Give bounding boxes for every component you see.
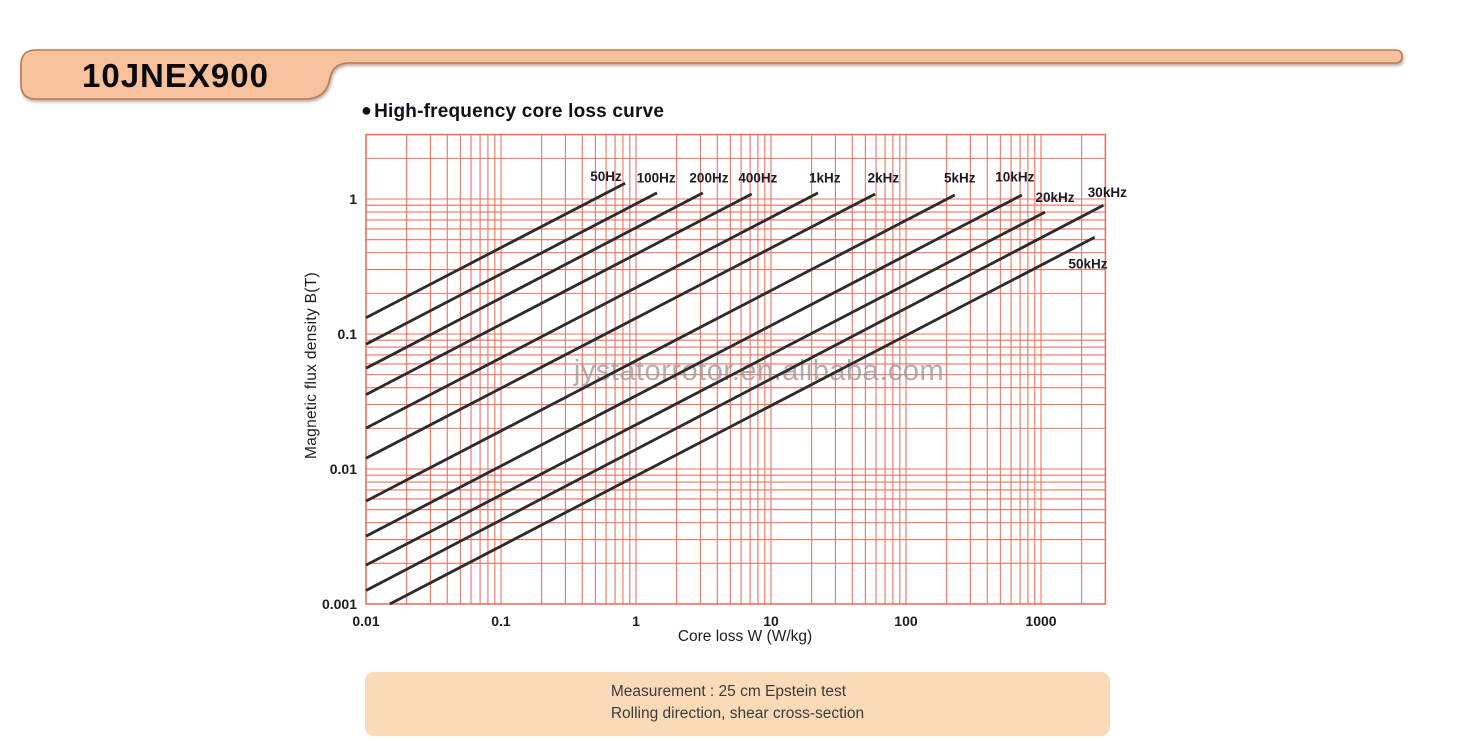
curve-label-200hz: 200Hz bbox=[689, 171, 728, 186]
curve-50hz bbox=[365, 181, 626, 319]
curve-30khz bbox=[365, 203, 1105, 592]
curve-100hz bbox=[365, 191, 658, 346]
x-tick-label: 1000 bbox=[1025, 613, 1056, 629]
x-tick-label: 0.01 bbox=[352, 613, 379, 629]
curve-label-50khz: 50kHz bbox=[1068, 257, 1107, 272]
y-tick-label: 0.01 bbox=[330, 461, 357, 477]
curve-label-5khz: 5kHz bbox=[944, 171, 976, 186]
y-tick-label: 0.001 bbox=[322, 596, 357, 612]
curve-label-2khz: 2kHz bbox=[868, 171, 900, 186]
y-tick-label: 1 bbox=[349, 191, 357, 207]
x-tick-label: 10 bbox=[763, 613, 779, 629]
x-axis-title: Core loss W (W/kg) bbox=[677, 628, 813, 645]
y-tick-label: 0.1 bbox=[338, 326, 358, 342]
curve-label-100hz: 100Hz bbox=[637, 171, 676, 186]
measurement-note-line1: Measurement : 25 cm Epstein test bbox=[610, 683, 847, 700]
curve-label-20khz: 20kHz bbox=[1035, 190, 1074, 205]
curve-label-30khz: 30kHz bbox=[1088, 185, 1127, 200]
x-tick-label: 0.1 bbox=[491, 613, 511, 629]
figure-title: ● High-frequency core loss curve bbox=[361, 100, 665, 123]
header-tab-path bbox=[20, 49, 1403, 100]
curve-label-10khz: 10kHz bbox=[995, 170, 1034, 185]
curve-label-1khz: 1kHz bbox=[809, 171, 841, 186]
curve-5khz bbox=[365, 193, 956, 503]
curve-2khz bbox=[365, 192, 876, 460]
curve-400hz bbox=[365, 192, 753, 396]
figure-title-text: High-frequency core loss curve bbox=[374, 101, 665, 122]
header-tab-shape bbox=[20, 49, 1403, 100]
curve-label-400hz: 400Hz bbox=[738, 171, 777, 186]
x-tick-label: 1 bbox=[632, 613, 640, 629]
curve-50khz bbox=[389, 236, 1096, 606]
y-axis-title: Magnetic flux density B(T) bbox=[303, 272, 320, 459]
measurement-note-box: Measurement : 25 cm Epstein test Rolling… bbox=[365, 672, 1110, 736]
plot-border bbox=[365, 133, 1107, 605]
curve-1khz bbox=[365, 191, 819, 430]
x-tick-label: 100 bbox=[894, 613, 918, 629]
curve-10khz bbox=[365, 193, 1023, 538]
curve-200hz bbox=[365, 191, 704, 370]
curve-20khz bbox=[365, 210, 1046, 567]
bullet-icon: ● bbox=[361, 100, 373, 120]
measurement-note-line2: Rolling direction, shear cross-section bbox=[610, 705, 865, 722]
product-code: 10JNEX900 bbox=[82, 57, 269, 94]
curve-label-50hz: 50Hz bbox=[590, 169, 622, 184]
